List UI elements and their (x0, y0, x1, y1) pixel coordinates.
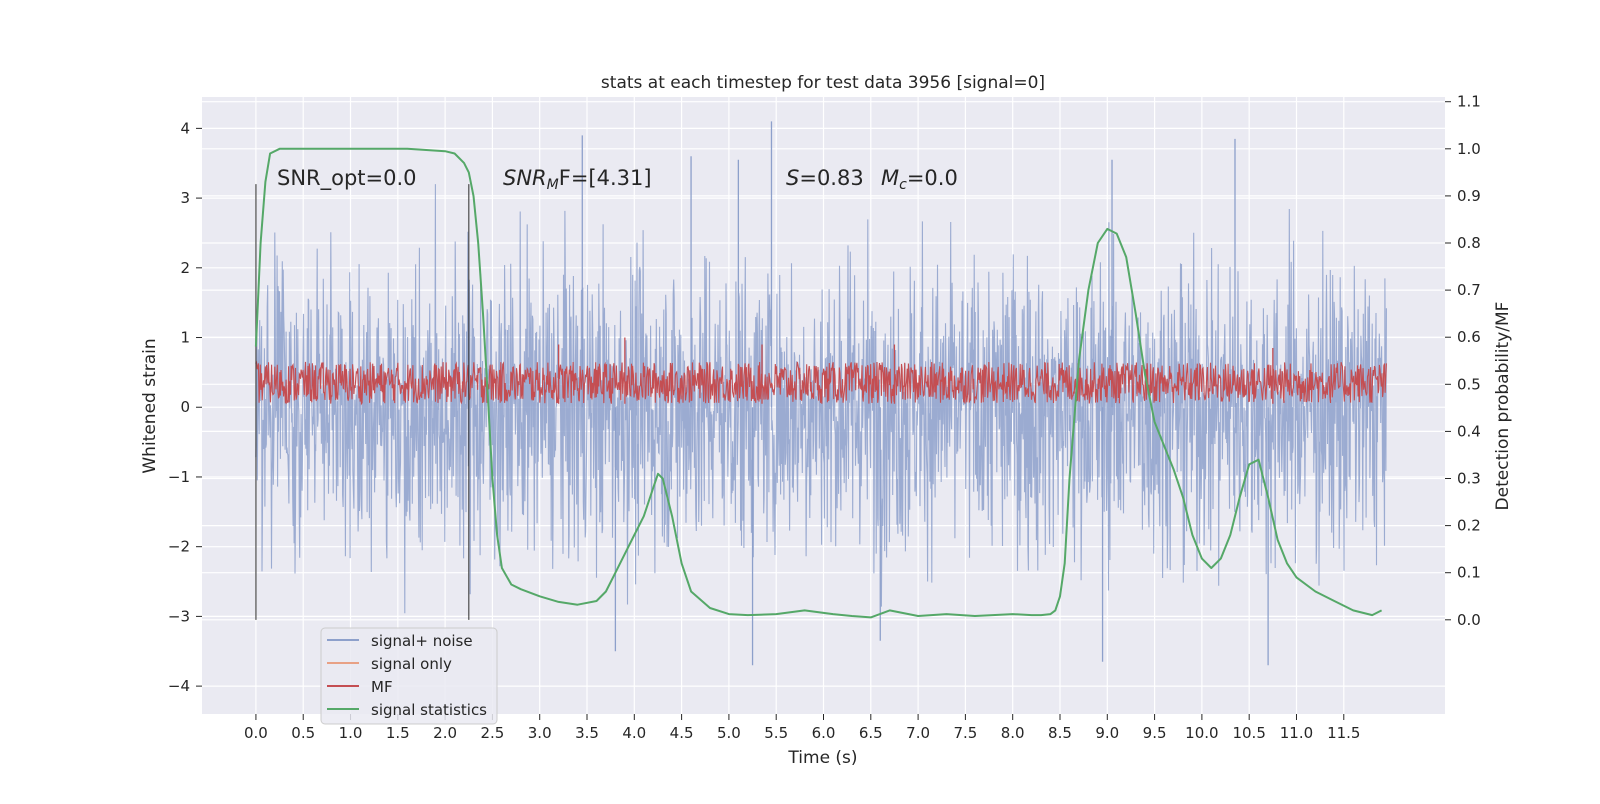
x-tick-label: 5.0 (717, 724, 741, 742)
y-left-ticks: 4 3 2 1 0 −1 −2 −3 −4 (168, 119, 202, 695)
annotation-snr-mf: SNRMF=[4.31] (503, 166, 652, 193)
annotation-snr-mf-symbol: SNR (503, 166, 547, 190)
series-signal-statistics (254, 147, 1383, 619)
x-tick-label: 10.5 (1232, 724, 1265, 742)
x-tick-label: 7.0 (906, 724, 930, 742)
x-tick-label: 8.5 (1048, 724, 1072, 742)
legend: signal+ noise signal only MF signal stat… (320, 627, 498, 725)
y-left-tick-label: 1 (180, 329, 190, 347)
y-right-tick-label: 0.7 (1457, 281, 1481, 299)
x-tick-label: 2.5 (480, 724, 504, 742)
x-ticks: 0.0 0.5 1.0 1.5 2.0 2.5 3.0 3.5 4.0 4.5 5.0 5.5 6.0 6… (244, 714, 1360, 742)
y-right-tick-label: 1.0 (1457, 140, 1481, 158)
y-right-tick-label: 0.0 (1457, 611, 1481, 629)
annotation-s: S=0.83 (786, 166, 864, 190)
y-left-tick-label: −4 (168, 677, 190, 695)
y-right-tick-label: 0.9 (1457, 187, 1481, 205)
x-tick-label: 3.0 (528, 724, 552, 742)
annotation-snr-mf-subscript: M (547, 177, 559, 193)
y-right-tick-label: 0.2 (1457, 517, 1481, 535)
y-right-tick-label: 1.1 (1457, 93, 1481, 111)
x-tick-label: 5.5 (764, 724, 788, 742)
y-right-ticks: 1.1 1.0 0.9 0.8 0.7 0.6 0.5 0.4 0.3 0.2 0.1 0.0 (1445, 93, 1481, 629)
x-tick-label: 6.0 (812, 724, 836, 742)
annotation-mc-symbol: M (881, 166, 899, 190)
signal-statistics-line (254, 147, 1383, 619)
legend-label-signal-noise: signal+ noise (371, 632, 473, 650)
y-left-tick-label: 2 (180, 259, 190, 277)
legend-label-signal-only: signal only (371, 655, 452, 673)
mf-trace (255, 360, 1387, 406)
vertical-markers (255, 184, 470, 620)
x-tick-label: 4.0 (622, 724, 646, 742)
y-right-tick-label: 0.6 (1457, 328, 1481, 346)
legend-box (320, 627, 498, 725)
annotation-snr-mf-value: F=[4.31] (559, 166, 652, 190)
series-signal-noise (255, 121, 1387, 666)
y-left-tick-label: 3 (180, 189, 190, 207)
x-tick-label: 1.5 (386, 724, 410, 742)
x-tick-label: 9.5 (1143, 724, 1167, 742)
y-left-tick-label: −2 (168, 538, 190, 556)
x-tick-label: 8.0 (1001, 724, 1025, 742)
y-left-tick-label: 4 (180, 119, 190, 137)
x-tick-label: 4.5 (670, 724, 694, 742)
y-right-tick-label: 0.4 (1457, 422, 1481, 440)
legend-label-mf: MF (371, 678, 393, 696)
x-tick-label: 11.0 (1280, 724, 1313, 742)
x-tick-label: 3.5 (575, 724, 599, 742)
y-left-tick-label: −1 (168, 468, 190, 486)
x-tick-label: 2.0 (433, 724, 457, 742)
x-axis-label: Time (s) (787, 748, 857, 768)
y-left-tick-label: −3 (168, 607, 190, 625)
x-tick-label: 10.0 (1185, 724, 1218, 742)
annotation-mc-subscript: c (899, 177, 907, 193)
y-right-tick-label: 0.5 (1457, 375, 1481, 393)
y-left-tick-label: 0 (180, 398, 190, 416)
y-right-tick-label: 0.3 (1457, 470, 1481, 488)
x-tick-label: 1.0 (339, 724, 363, 742)
x-tick-label: 11.5 (1327, 724, 1360, 742)
signal-noise-trace (255, 184, 1387, 614)
chart-title: stats at each timestep for test data 395… (601, 73, 1045, 93)
annotation-mc-value: =0.0 (907, 166, 958, 190)
x-tick-label: 9.0 (1095, 724, 1119, 742)
annotation-s-value: =0.83 (799, 166, 863, 190)
y-axis-label-right: Detection probability/MF (1493, 302, 1513, 511)
series-mf (255, 337, 1387, 406)
y-axis-label-left: Whitened strain (140, 338, 160, 473)
x-tick-label: 7.5 (953, 724, 977, 742)
annotation-s-symbol: S (786, 166, 799, 190)
x-tick-label: 0.0 (244, 724, 268, 742)
legend-label-signal-statistics: signal statistics (371, 701, 487, 719)
y-right-tick-label: 0.8 (1457, 234, 1481, 252)
y-right-tick-label: 0.1 (1457, 564, 1481, 582)
x-tick-label: 0.5 (291, 724, 315, 742)
x-tick-label: 6.5 (859, 724, 883, 742)
annotation-snr-opt: SNR_opt=0.0 (277, 166, 417, 191)
annotation-mc: Mc=0.0 (881, 166, 958, 193)
